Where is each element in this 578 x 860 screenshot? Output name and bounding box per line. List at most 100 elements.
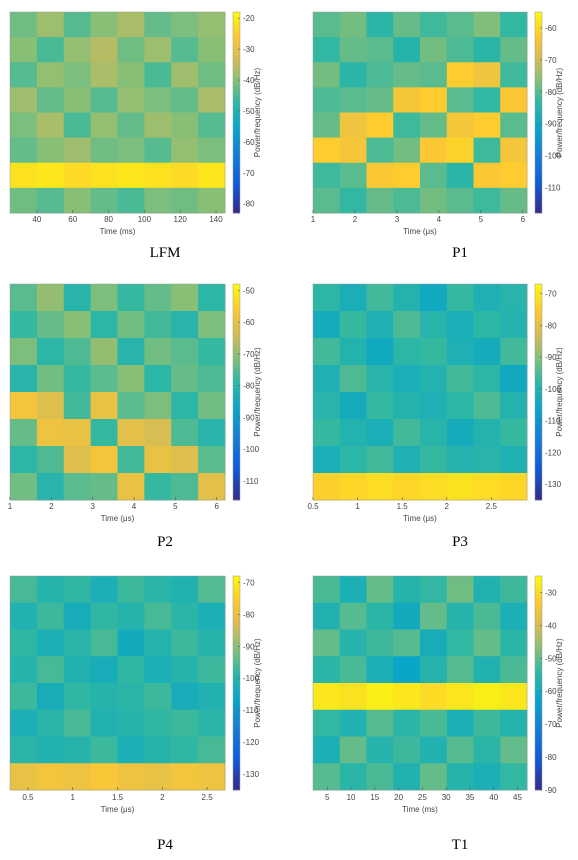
colorbar-segment — [535, 42, 542, 46]
colorbar-segment — [535, 18, 542, 23]
heatmap-cell — [198, 187, 226, 214]
colorbar-tick-label: -100 — [545, 385, 562, 394]
heatmap-cell — [446, 112, 474, 139]
colorbar-segment — [535, 697, 542, 702]
heatmap-cell — [117, 62, 145, 88]
colorbar-segment — [535, 597, 542, 602]
colorbar-segment — [233, 125, 240, 130]
heatmap-cell — [500, 736, 528, 764]
x-tick-label: 2 — [160, 793, 165, 802]
colorbar-segment — [535, 725, 542, 730]
heatmap-cell — [420, 709, 448, 737]
heatmap-cell — [117, 656, 145, 684]
heatmap-cell — [393, 284, 421, 312]
heatmap-cell — [313, 12, 341, 38]
heatmap-cell — [117, 187, 145, 214]
colorbar-segment — [233, 370, 240, 375]
colorbar-segment — [535, 593, 542, 598]
colorbar-segment — [233, 715, 240, 720]
heatmap-cell — [446, 656, 474, 684]
colorbar-segment — [233, 196, 240, 200]
colorbar-segment — [535, 395, 542, 400]
colorbar-frame — [534, 11, 543, 214]
colorbar-segment — [233, 363, 240, 368]
colorbar-segment — [233, 323, 240, 328]
heatmap-cell — [36, 683, 65, 711]
colorbar-segment — [535, 298, 542, 303]
colorbar-segment — [535, 729, 542, 734]
heatmap-cell — [36, 602, 65, 630]
heatmap-cell — [10, 311, 38, 339]
colorbar-segment — [535, 453, 542, 458]
heatmap-cell — [393, 629, 421, 657]
heatmap-cell — [36, 87, 65, 113]
x-tick-label: 10 — [347, 793, 356, 802]
colorbar-segment — [233, 75, 240, 80]
colorbar-segment — [535, 489, 542, 494]
colorbar-tick-label: -60 — [545, 24, 557, 33]
heatmap-cell — [144, 365, 172, 393]
colorbar-segment — [233, 675, 240, 680]
colorbar-segment — [535, 654, 542, 659]
heatmap-cell — [117, 629, 145, 657]
colorbar-segment — [535, 182, 542, 187]
colorbar-segment — [535, 482, 542, 486]
heatmap-cell — [171, 12, 199, 38]
heatmap-cell — [198, 473, 226, 501]
heatmap-cell — [339, 709, 367, 737]
colorbar-segment — [535, 186, 542, 190]
heatmap-cell — [117, 419, 145, 447]
heatmap-cell — [171, 602, 199, 630]
heatmap-cell — [313, 87, 341, 113]
heatmap-cell — [366, 187, 394, 214]
colorbar-segment — [535, 142, 542, 147]
heatmap-cell — [420, 473, 448, 501]
heatmap-cell — [198, 87, 226, 113]
colorbar-segment — [233, 732, 240, 737]
colorbar-segment — [535, 640, 542, 645]
colorbar-segment — [233, 105, 240, 110]
heatmap-cell — [420, 419, 448, 447]
colorbar-segment — [233, 302, 240, 306]
colorbar-segment — [233, 618, 240, 623]
heatmap-cell — [117, 311, 145, 339]
colorbar-segment — [535, 633, 542, 638]
colorbar-segment — [535, 690, 542, 695]
colorbar-segment — [535, 159, 542, 164]
colorbar-segment — [233, 132, 240, 137]
colorbar-segment — [233, 85, 240, 90]
heatmap-cell — [10, 365, 38, 393]
colorbar-segment — [535, 650, 542, 655]
heatmap-cell — [393, 37, 421, 63]
colorbar-segment — [233, 338, 240, 342]
colorbar-segment — [233, 284, 240, 288]
heatmap-cell — [420, 365, 448, 393]
x-axis-label: Time (μs) — [403, 227, 437, 236]
colorbar-segment — [233, 22, 240, 26]
colorbar-segment — [233, 12, 240, 16]
heatmap-cell — [198, 419, 226, 447]
colorbar-segment — [233, 135, 240, 140]
heatmap-cell — [63, 87, 92, 113]
heatmap-cell — [144, 162, 172, 189]
heatmap-cell — [420, 87, 448, 113]
heatmap-cell — [10, 419, 38, 447]
x-tick-label: 1 — [70, 793, 75, 802]
heatmap-cell — [313, 365, 341, 393]
colorbar-segment — [233, 700, 240, 705]
heatmap-cell — [171, 87, 199, 113]
heatmap-cell — [420, 446, 448, 474]
heatmap-cell — [144, 683, 172, 711]
heatmap-cell — [198, 629, 226, 657]
heatmap-cell — [393, 392, 421, 420]
colorbar-segment — [535, 32, 542, 36]
heatmap-cell — [144, 37, 172, 63]
x-tick-label: 40 — [32, 215, 41, 224]
colorbar-segment — [535, 202, 542, 207]
heatmap-cell — [198, 137, 226, 164]
heatmap-cell — [117, 602, 145, 630]
colorbar-tick-label: -120 — [545, 448, 562, 457]
colorbar-segment — [233, 374, 240, 378]
heatmap-cell — [366, 62, 394, 88]
